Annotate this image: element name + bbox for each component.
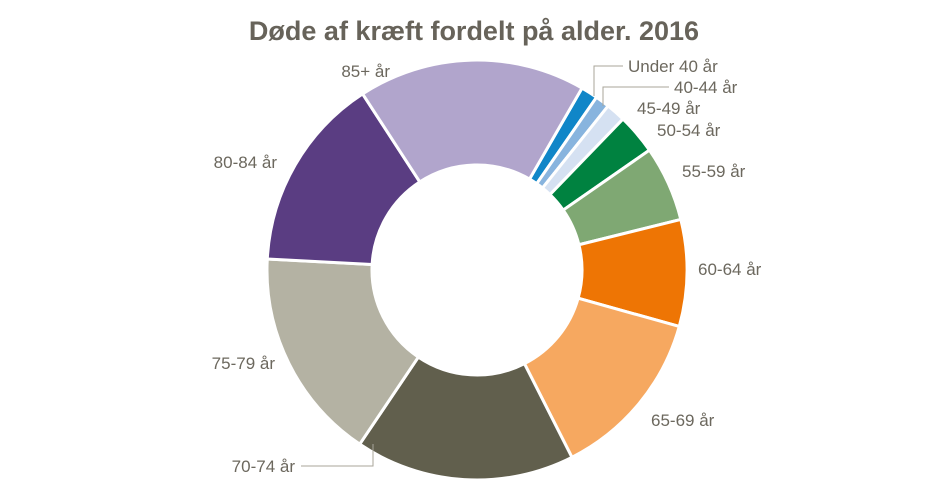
slice-label-40-44: 40-44 år <box>674 78 738 97</box>
donut-slice-70-74[interactable] <box>358 355 574 482</box>
slice-label-75-79: 75-79 år <box>212 354 276 373</box>
slice-label-70-74: 70-74 år <box>232 457 296 476</box>
slice-label-65-69: 65-69 år <box>651 411 715 430</box>
slice-label-85-plus: 85+ år <box>341 62 390 81</box>
slice-label-60-64: 60-64 år <box>698 260 762 279</box>
donut-slice-85-plus[interactable] <box>361 58 584 184</box>
slice-label-under-40: Under 40 år <box>628 57 718 76</box>
slice-label-80-84: 80-84 år <box>214 153 278 172</box>
leader-line-under-40 <box>593 65 623 96</box>
slice-label-55-59: 55-59 år <box>682 162 746 181</box>
leader-line-40-44 <box>602 86 669 106</box>
leader-line-70-74 <box>301 444 374 467</box>
slice-label-50-54: 50-54 år <box>657 121 721 140</box>
chart-title: Døde af kræft fordelt på alder. 2016 <box>248 16 700 46</box>
donut-slice-80-84[interactable] <box>265 92 422 266</box>
donut-slice-75-79[interactable] <box>265 257 420 446</box>
slice-label-45-49: 45-49 år <box>637 99 701 118</box>
